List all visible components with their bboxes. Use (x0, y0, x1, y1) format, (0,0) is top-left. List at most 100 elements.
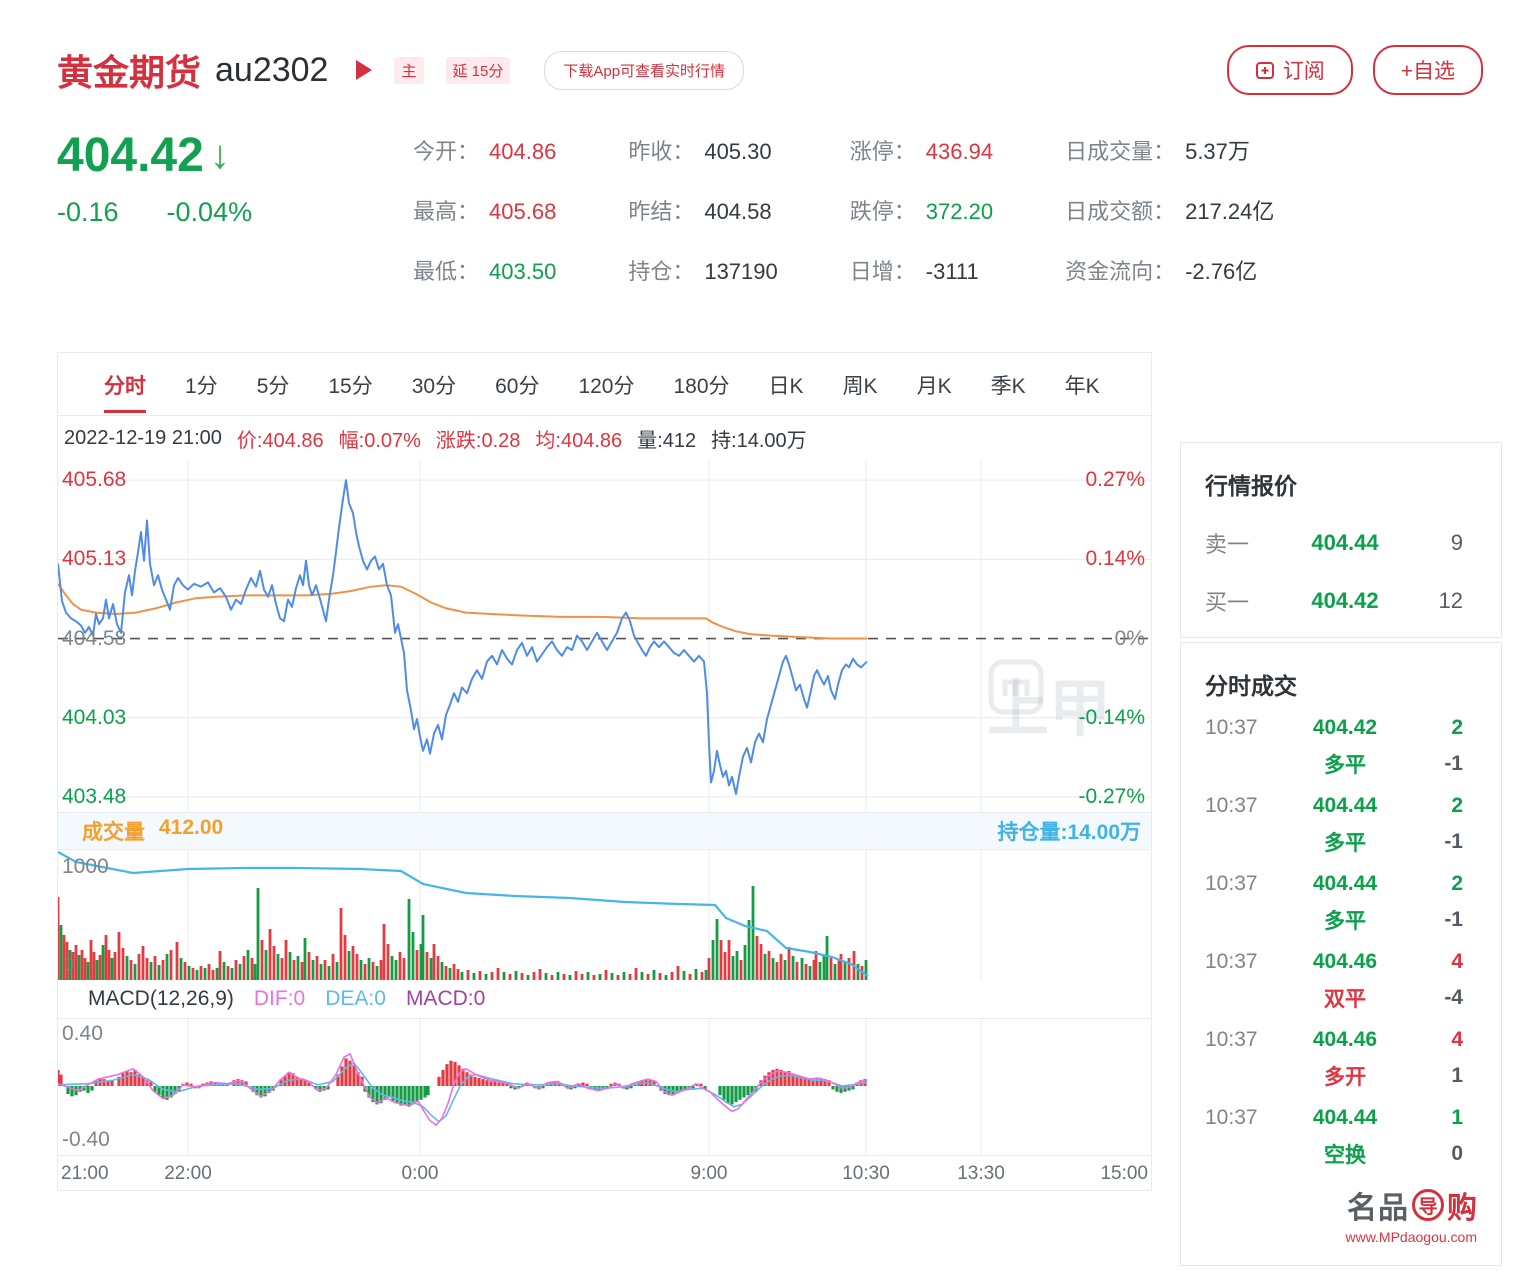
header: 黄金期货 au2302 主 延 15分 下载App可查看实时行情 订阅 +自选 (57, 44, 1483, 96)
stat-value: 5.37万 (1185, 139, 1250, 164)
ask-row: 卖一 404.44 9 (1205, 527, 1477, 559)
trades-list: 10:37 404.42 2 多平 -1 10:37 404.44 2 多平 -… (1205, 716, 1477, 1169)
price-chart[interactable]: 上甲 405.68 0.27% 405.13 0.14% 404.58 0% 404.03-… (58, 460, 1151, 812)
stats-column: 日成交量： 5.37万 日成交额： 217.24亿 资金流向： -2.76亿 (1065, 134, 1274, 286)
header-buttons: 订阅 +自选 (1226, 45, 1483, 95)
info-segment: 2022-12-19 21:00 (64, 426, 222, 449)
stat-row: 今开： 404.86 (413, 134, 556, 166)
contract-code: au2302 (215, 50, 329, 89)
stat-row: 日成交额： 217.24亿 (1065, 194, 1274, 226)
stat-value: 137190 (704, 259, 778, 284)
macd-dif-value: DIF:0 (253, 987, 306, 1010)
trade-price: 404.44 (1312, 1106, 1378, 1129)
trade-qty: 2 (1451, 716, 1463, 739)
info-segment: 均:404.86 (535, 429, 623, 452)
trade-time: 10:37 (1205, 716, 1258, 739)
tab-120分[interactable]: 120分 (578, 374, 635, 398)
ask-volume: 9 (1450, 530, 1463, 555)
macd-title: MACD(12,26,9) (88, 987, 234, 1010)
stat-label: 日成交额： (1065, 199, 1176, 224)
download-app-pill[interactable]: 下载App可查看实时行情 (544, 50, 745, 90)
stat-label: 昨收： (628, 139, 695, 164)
trade-count: -1 (1444, 752, 1463, 775)
trade-qty: 1 (1451, 1106, 1463, 1129)
tab-5分[interactable]: 5分 (256, 374, 290, 398)
stat-row: 最高： 405.68 (413, 194, 556, 226)
volume-value: 412.00 (159, 816, 224, 839)
macd-chart[interactable]: 0.40 -0.40 (58, 1019, 1151, 1155)
tab-年K[interactable]: 年K (1064, 374, 1100, 398)
bid-row: 买一 404.42 12 (1205, 585, 1477, 617)
trade-price: 404.44 (1312, 794, 1378, 817)
volume-chart[interactable]: 1000 0 (58, 850, 1151, 980)
stat-label: 资金流向： (1065, 259, 1176, 284)
add-watchlist-button[interactable]: +自选 (1372, 45, 1483, 95)
tab-分时[interactable]: 分时 (104, 356, 146, 413)
ask-price: 404.44 (1311, 530, 1379, 555)
info-segment: 持:14.00万 (711, 429, 807, 452)
tab-15分[interactable]: 15分 (328, 374, 373, 398)
sidebar: 行情报价 卖一 404.44 9 买一 404.42 12 分时成交 10:37… (1180, 442, 1502, 1266)
trade-action: 多平 (1324, 832, 1366, 855)
volume-header: 成交量 412.00 持仓量:14.00万 (58, 812, 1151, 850)
macd-value: MACD:0 (405, 987, 486, 1010)
x-axis-time-label: 21:00 (61, 1163, 109, 1184)
chart-info-line: 2022-12-19 21:00 价:404.86 幅:0.07% 涨跌:0.28 均:… (58, 416, 1151, 460)
stat-value: -2.76亿 (1185, 259, 1258, 284)
trade-action: 多开 (1324, 1066, 1366, 1089)
quote-panel: 行情报价 卖一 404.44 9 买一 404.42 12 (1180, 442, 1502, 638)
tab-日K[interactable]: 日K (768, 374, 804, 398)
stat-label: 涨停： (849, 139, 916, 164)
trade-row: 10:37 404.46 4 多开 1 (1205, 1028, 1477, 1091)
trade-time: 10:37 (1205, 1028, 1258, 1051)
trade-price: 404.46 (1312, 950, 1378, 973)
info-segment: 涨跌:0.28 (435, 429, 521, 452)
subscribe-button[interactable]: 订阅 (1226, 45, 1353, 95)
info-segment: 幅:0.07% (338, 429, 421, 452)
trade-row: 10:37 404.44 2 多平 -1 (1205, 872, 1477, 935)
stats-grid: 今开： 404.86 最高： 405.68 最低： 403.50 昨收： 405… (413, 134, 1274, 286)
stat-value: 404.58 (704, 199, 772, 224)
stats-section: 404.42 ↓ -0.16 -0.04% 今开： 404.86 最高： 405… (57, 128, 1499, 286)
tab-1分[interactable]: 1分 (185, 374, 218, 398)
x-axis-time-label: 10:30 (842, 1163, 890, 1184)
volume-chart-svg (58, 850, 982, 980)
quote-panel-title: 行情报价 (1205, 473, 1297, 499)
ask-label: 卖一 (1205, 532, 1250, 557)
x-axis-time-label: 15:00 (1100, 1163, 1148, 1184)
tab-季K[interactable]: 季K (990, 374, 1026, 398)
main-contract-badge: 主 (394, 56, 424, 84)
bid-label: 买一 (1205, 590, 1250, 615)
x-axis-time-label: 9:00 (690, 1163, 728, 1184)
stat-label: 日增： (849, 259, 916, 284)
tab-60分[interactable]: 60分 (495, 374, 540, 398)
trade-qty: 2 (1451, 872, 1463, 895)
trade-time: 10:37 (1205, 1106, 1258, 1129)
x-axis-time-label: 22:00 (164, 1163, 212, 1184)
trade-count: -1 (1444, 908, 1463, 931)
stat-value: 403.50 (489, 259, 557, 284)
stat-row: 资金流向： -2.76亿 (1065, 254, 1274, 286)
tab-月K[interactable]: 月K (916, 374, 952, 398)
stats-column: 今开： 404.86 最高： 405.68 最低： 403.50 (413, 134, 556, 286)
trade-time: 10:37 (1205, 872, 1258, 895)
logo-url: www.MPdaogou.com (1345, 1229, 1477, 1245)
tab-180分[interactable]: 180分 (673, 374, 730, 398)
stat-value: 405.30 (704, 139, 772, 164)
trade-price: 404.44 (1312, 872, 1378, 895)
stats-column: 涨停： 436.94 跌停： 372.20 日增： -3111 (850, 134, 993, 286)
x-axis-time-label: 0:00 (401, 1163, 439, 1184)
trades-panel: 分时成交 10:37 404.42 2 多平 -1 10:37 404.44 2… (1180, 642, 1502, 1266)
stat-label: 最高： (413, 199, 480, 224)
trade-qty: 4 (1451, 950, 1463, 973)
chart-card: 分时 1分 5分 15分 30分 60分 120分 180分 日K 周K 月K 季K 年K 2022-1… (57, 352, 1152, 1191)
expand-triangle-icon[interactable] (356, 60, 373, 80)
tab-30分[interactable]: 30分 (411, 374, 457, 398)
tab-周K[interactable]: 周K (842, 374, 878, 398)
trade-count: 1 (1451, 1064, 1463, 1087)
trade-action: 空换 (1324, 1144, 1366, 1167)
stat-value: -3111 (925, 259, 979, 284)
volume-label: 成交量 (82, 821, 145, 844)
trade-row: 10:37 404.42 2 多平 -1 (1205, 716, 1477, 779)
